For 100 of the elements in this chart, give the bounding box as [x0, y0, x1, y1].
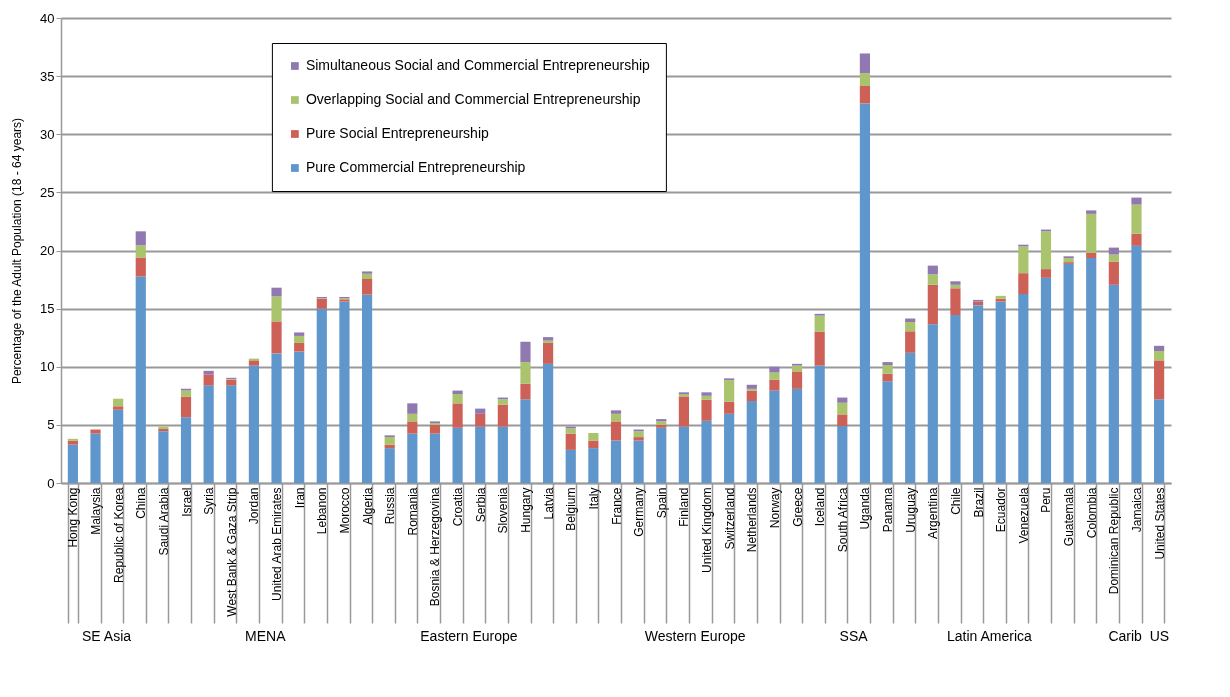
- bar: [1063, 258, 1074, 263]
- x-tick-label: Iceland: [813, 487, 828, 527]
- bar: [746, 401, 757, 483]
- x-tick-label: Dominican Republic: [1107, 487, 1122, 595]
- bar: [452, 390, 463, 395]
- bar: [361, 271, 373, 274]
- y-tick-label: 15: [40, 301, 55, 317]
- bar: [520, 399, 531, 483]
- bar: [633, 440, 644, 483]
- bar: [429, 424, 441, 434]
- bar: [565, 428, 576, 434]
- bar: [1154, 399, 1165, 483]
- bar: [588, 440, 599, 449]
- x-tick-label: Ecuador: [994, 487, 1009, 533]
- x-tick-label: Slovenia: [496, 487, 511, 534]
- x-tick-label: Serbia: [473, 487, 488, 523]
- bar: [1040, 231, 1052, 270]
- bar: [294, 335, 305, 343]
- y-tick-label: 30: [40, 126, 55, 142]
- bar: [248, 365, 260, 483]
- text: MENA: [245, 628, 287, 644]
- bar: [656, 427, 667, 483]
- bar: [837, 402, 848, 415]
- bar: [814, 331, 825, 366]
- bar: [1040, 277, 1052, 483]
- bar: [271, 321, 282, 354]
- x-tick-label: United Arab Emirates: [270, 487, 285, 601]
- bar: [67, 440, 78, 445]
- bar: [475, 426, 486, 483]
- bar: [882, 381, 893, 483]
- bar: [565, 433, 576, 450]
- bar: [927, 274, 938, 285]
- bar: [1018, 246, 1029, 274]
- bar: [837, 414, 848, 427]
- bar: [294, 351, 305, 483]
- bar: [384, 437, 395, 445]
- bar: [90, 429, 101, 434]
- x-tick-label: Switzerland: [722, 487, 737, 550]
- legend-label: Overlapping Social and Commercial Entrepreneurship: [305, 91, 641, 107]
- bar: [769, 372, 780, 380]
- x-tick-label: Germany: [632, 487, 647, 537]
- bar: [520, 341, 531, 363]
- x-tick-label: Hong Kong: [66, 487, 81, 548]
- bar: [497, 404, 508, 427]
- bar: [633, 431, 644, 438]
- bar: [588, 448, 599, 483]
- x-tick-label: Finland: [677, 487, 692, 527]
- y-tick-label: 0: [47, 475, 55, 491]
- bar: [905, 321, 916, 332]
- x-tick-label: Netherlands: [745, 487, 760, 553]
- bar: [1108, 254, 1119, 262]
- bar: [226, 385, 237, 483]
- bar: [1131, 204, 1142, 234]
- bar: [1131, 245, 1142, 483]
- bar: [1131, 197, 1142, 205]
- bar: [927, 324, 938, 483]
- bar: [407, 413, 418, 422]
- x-tick-label: Jamaica: [1129, 487, 1144, 533]
- x-tick-label: United Kingdom: [700, 487, 715, 573]
- x-tick-label: Jordan: [247, 487, 262, 525]
- bar: [294, 342, 305, 352]
- bar: [361, 273, 373, 279]
- text: US: [1149, 628, 1170, 644]
- y-tick-label: 25: [40, 184, 55, 200]
- bar: [543, 342, 554, 364]
- bar: [1018, 273, 1029, 295]
- bar: [746, 390, 757, 402]
- bar: [452, 403, 463, 428]
- bar: [950, 284, 961, 289]
- bar: [633, 437, 644, 441]
- bar: [859, 86, 871, 104]
- text: Eastern Europe: [420, 628, 518, 644]
- x-tick-label: Argentina: [926, 487, 941, 539]
- bar: [769, 379, 780, 391]
- bar: [203, 385, 214, 483]
- bar: [271, 353, 282, 483]
- bar: [135, 231, 146, 246]
- y-tick-label: 35: [40, 68, 55, 84]
- bar: [384, 448, 395, 483]
- bar: [475, 413, 486, 427]
- text: Latin America: [946, 628, 1033, 644]
- bar: [1086, 213, 1097, 253]
- y-tick-label: 20: [40, 243, 55, 258]
- bar: [180, 396, 192, 418]
- x-tick-label: Chile: [948, 487, 963, 515]
- x-tick-label: Peru: [1039, 487, 1054, 513]
- bar: [1040, 269, 1052, 278]
- bar: [497, 426, 508, 483]
- bar: [361, 278, 373, 295]
- bar: [1063, 263, 1074, 483]
- bar: [520, 383, 531, 400]
- bar: [248, 360, 260, 366]
- bar: [407, 403, 418, 414]
- x-tick-label: Latvia: [541, 487, 556, 520]
- bar: [769, 366, 780, 373]
- x-tick-label: United States: [1152, 487, 1167, 560]
- bar: [837, 426, 848, 483]
- bar: [497, 399, 508, 405]
- bar: [882, 365, 893, 374]
- bar: [271, 287, 282, 297]
